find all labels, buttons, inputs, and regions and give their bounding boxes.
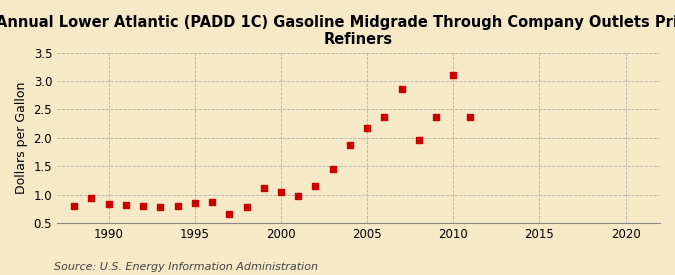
Point xyxy=(241,205,252,209)
Point xyxy=(327,167,338,171)
Text: Source: U.S. Energy Information Administration: Source: U.S. Energy Information Administ… xyxy=(54,262,318,272)
Point xyxy=(413,137,424,142)
Point xyxy=(275,189,286,194)
Point xyxy=(259,186,269,190)
Point xyxy=(86,196,97,201)
Point xyxy=(465,115,476,119)
Point xyxy=(207,200,217,204)
Point xyxy=(172,204,183,208)
Point xyxy=(138,204,148,208)
Point xyxy=(155,205,166,209)
Point xyxy=(448,73,459,78)
Y-axis label: Dollars per Gallon: Dollars per Gallon xyxy=(15,82,28,194)
Title: Annual Lower Atlantic (PADD 1C) Gasoline Midgrade Through Company Outlets Price : Annual Lower Atlantic (PADD 1C) Gasoline… xyxy=(0,15,675,47)
Point xyxy=(344,143,355,147)
Point xyxy=(362,126,373,130)
Point xyxy=(431,115,441,120)
Point xyxy=(190,201,200,205)
Point xyxy=(293,194,304,198)
Point xyxy=(121,203,132,207)
Point xyxy=(396,87,407,91)
Point xyxy=(103,202,114,206)
Point xyxy=(69,204,80,208)
Point xyxy=(379,115,389,119)
Point xyxy=(224,212,235,217)
Point xyxy=(310,184,321,188)
